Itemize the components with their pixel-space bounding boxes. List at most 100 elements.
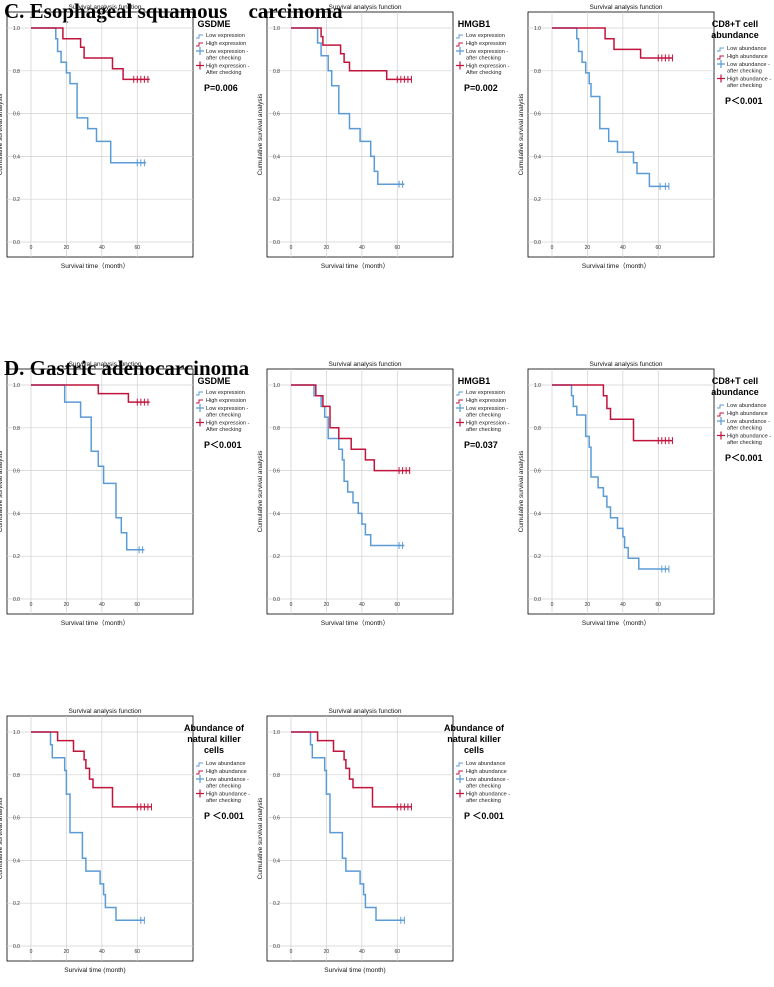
legend-swatch-high [196, 399, 203, 404]
x-tick-label: 20 [64, 245, 70, 251]
y-tick-label: 1.0 [534, 383, 541, 389]
legend-entry: Low expression - [466, 406, 508, 412]
y-tick-label: 0.8 [13, 426, 20, 432]
x-axis-label: Survival time (month) [64, 967, 125, 974]
marker-label: GSDME [197, 376, 230, 386]
y-tick-label: 0.6 [273, 112, 280, 118]
y-tick-label: 0.2 [534, 197, 541, 203]
legend-swatch-low [196, 391, 203, 396]
legend-swatch-low [196, 762, 203, 767]
high-group-curve [552, 27, 673, 59]
chart-title: Survival analysis function [329, 4, 402, 11]
y-axis-label: Cumulative survival analysis [0, 450, 4, 532]
p-value: P=0.006 [204, 83, 238, 93]
marker-label: CD8+T cell [712, 19, 758, 29]
y-tick-label: 0.4 [273, 154, 280, 160]
high-group-curve [31, 384, 150, 403]
legend-entry: Low abundance [727, 46, 767, 52]
y-tick-label: 0.2 [273, 197, 280, 203]
y-tick-label: 0.2 [273, 901, 280, 907]
legend-entry: High expression [466, 398, 506, 404]
p-value: P=0.037 [464, 440, 498, 450]
x-axis-label: Survival time（month） [582, 619, 650, 627]
legend-entry: after checking [206, 56, 241, 62]
legend-swatch-low [717, 47, 724, 52]
x-tick-label: 60 [135, 602, 141, 608]
low-group-curve [552, 384, 669, 570]
legend-censor-high [456, 418, 464, 427]
y-tick-label: 0.8 [534, 69, 541, 75]
y-tick-label: 0.4 [273, 858, 280, 864]
x-axis-label: Survival time（month） [61, 262, 129, 270]
x-tick-label: 40 [99, 602, 105, 608]
y-tick-label: 0.2 [13, 901, 20, 907]
x-tick-label: 0 [30, 245, 33, 251]
legend-entry: after checking [727, 69, 762, 75]
legend-censor-low [196, 775, 204, 783]
x-tick-label: 0 [551, 602, 554, 608]
low-group-curve [552, 27, 669, 188]
axes-frame [527, 11, 715, 258]
legend-censor-low [196, 404, 204, 412]
legend-entry: High expression - [466, 421, 510, 427]
y-tick-label: 0.2 [13, 197, 20, 203]
marker-label: natural killer [187, 734, 241, 744]
legend-entry: Low abundance - [466, 777, 509, 783]
y-tick-label: 0.8 [273, 773, 280, 779]
x-tick-label: 60 [135, 949, 141, 955]
x-tick-label: 40 [620, 245, 626, 251]
axes-frame [6, 11, 194, 258]
y-axis-label: Cumulative survival analysis [518, 450, 525, 532]
legend-entry: After checking [206, 70, 241, 76]
legend-entry: Low expression [466, 390, 505, 396]
legend-entry: Low expression - [206, 49, 248, 55]
x-tick-label: 60 [395, 245, 401, 251]
section-title-gastric: D. Gastric adenocarcinoma [4, 356, 250, 380]
y-tick-label: 0.2 [534, 554, 541, 560]
x-tick-label: 60 [656, 245, 662, 251]
legend-entry: after checking [466, 798, 501, 804]
x-axis-label: Survival time（month） [321, 619, 389, 627]
high-group-curve [291, 27, 412, 81]
y-tick-label: 0.6 [13, 816, 20, 822]
axes-frame [266, 368, 454, 615]
x-tick-label: 60 [656, 602, 662, 608]
y-tick-label: 0.6 [13, 469, 20, 475]
section-title-esophageal: C. Esophageal squamous carcinoma [4, 0, 343, 23]
legend-censor-high [196, 789, 204, 798]
legend-entry: Low abundance - [727, 419, 770, 425]
x-tick-label: 0 [290, 245, 293, 251]
y-tick-label: 0.0 [273, 944, 280, 950]
marker-label: CD8+T cell [712, 376, 758, 386]
legend-entry: after checking [206, 798, 241, 804]
x-tick-label: 20 [585, 245, 591, 251]
x-axis-label: Survival time（month） [61, 619, 129, 627]
y-tick-label: 1.0 [273, 383, 280, 389]
y-tick-label: 0.6 [273, 816, 280, 822]
high-group-curve [291, 731, 412, 808]
legend-entry: High expression [466, 41, 506, 47]
chart-title: Survival analysis function [69, 4, 142, 11]
y-tick-label: 0.2 [273, 554, 280, 560]
legend-entry: Low abundance [466, 761, 506, 767]
y-tick-label: 1.0 [13, 730, 20, 736]
low-group-curve [31, 731, 145, 922]
legend-entry: Low expression - [466, 49, 508, 55]
legend-entry: High expression - [466, 64, 510, 70]
legend-swatch-high [717, 55, 724, 60]
x-tick-label: 0 [30, 602, 33, 608]
low-group-curve [31, 27, 147, 164]
chart-title: Survival analysis function [590, 4, 663, 11]
y-tick-label: 0.6 [534, 469, 541, 475]
y-axis-label: Cumulative survival analysis [257, 450, 264, 532]
legend-entry: Low expression [206, 390, 245, 396]
legend-entry: after checking [727, 426, 762, 432]
x-tick-label: 20 [585, 602, 591, 608]
legend-censor-high [456, 789, 464, 798]
legend-swatch-high [196, 770, 203, 775]
y-tick-label: 1.0 [273, 26, 280, 32]
legend-swatch-low [456, 762, 463, 767]
legend-entry: after checking [466, 784, 501, 790]
legend-entry: High abundance - [466, 792, 510, 798]
